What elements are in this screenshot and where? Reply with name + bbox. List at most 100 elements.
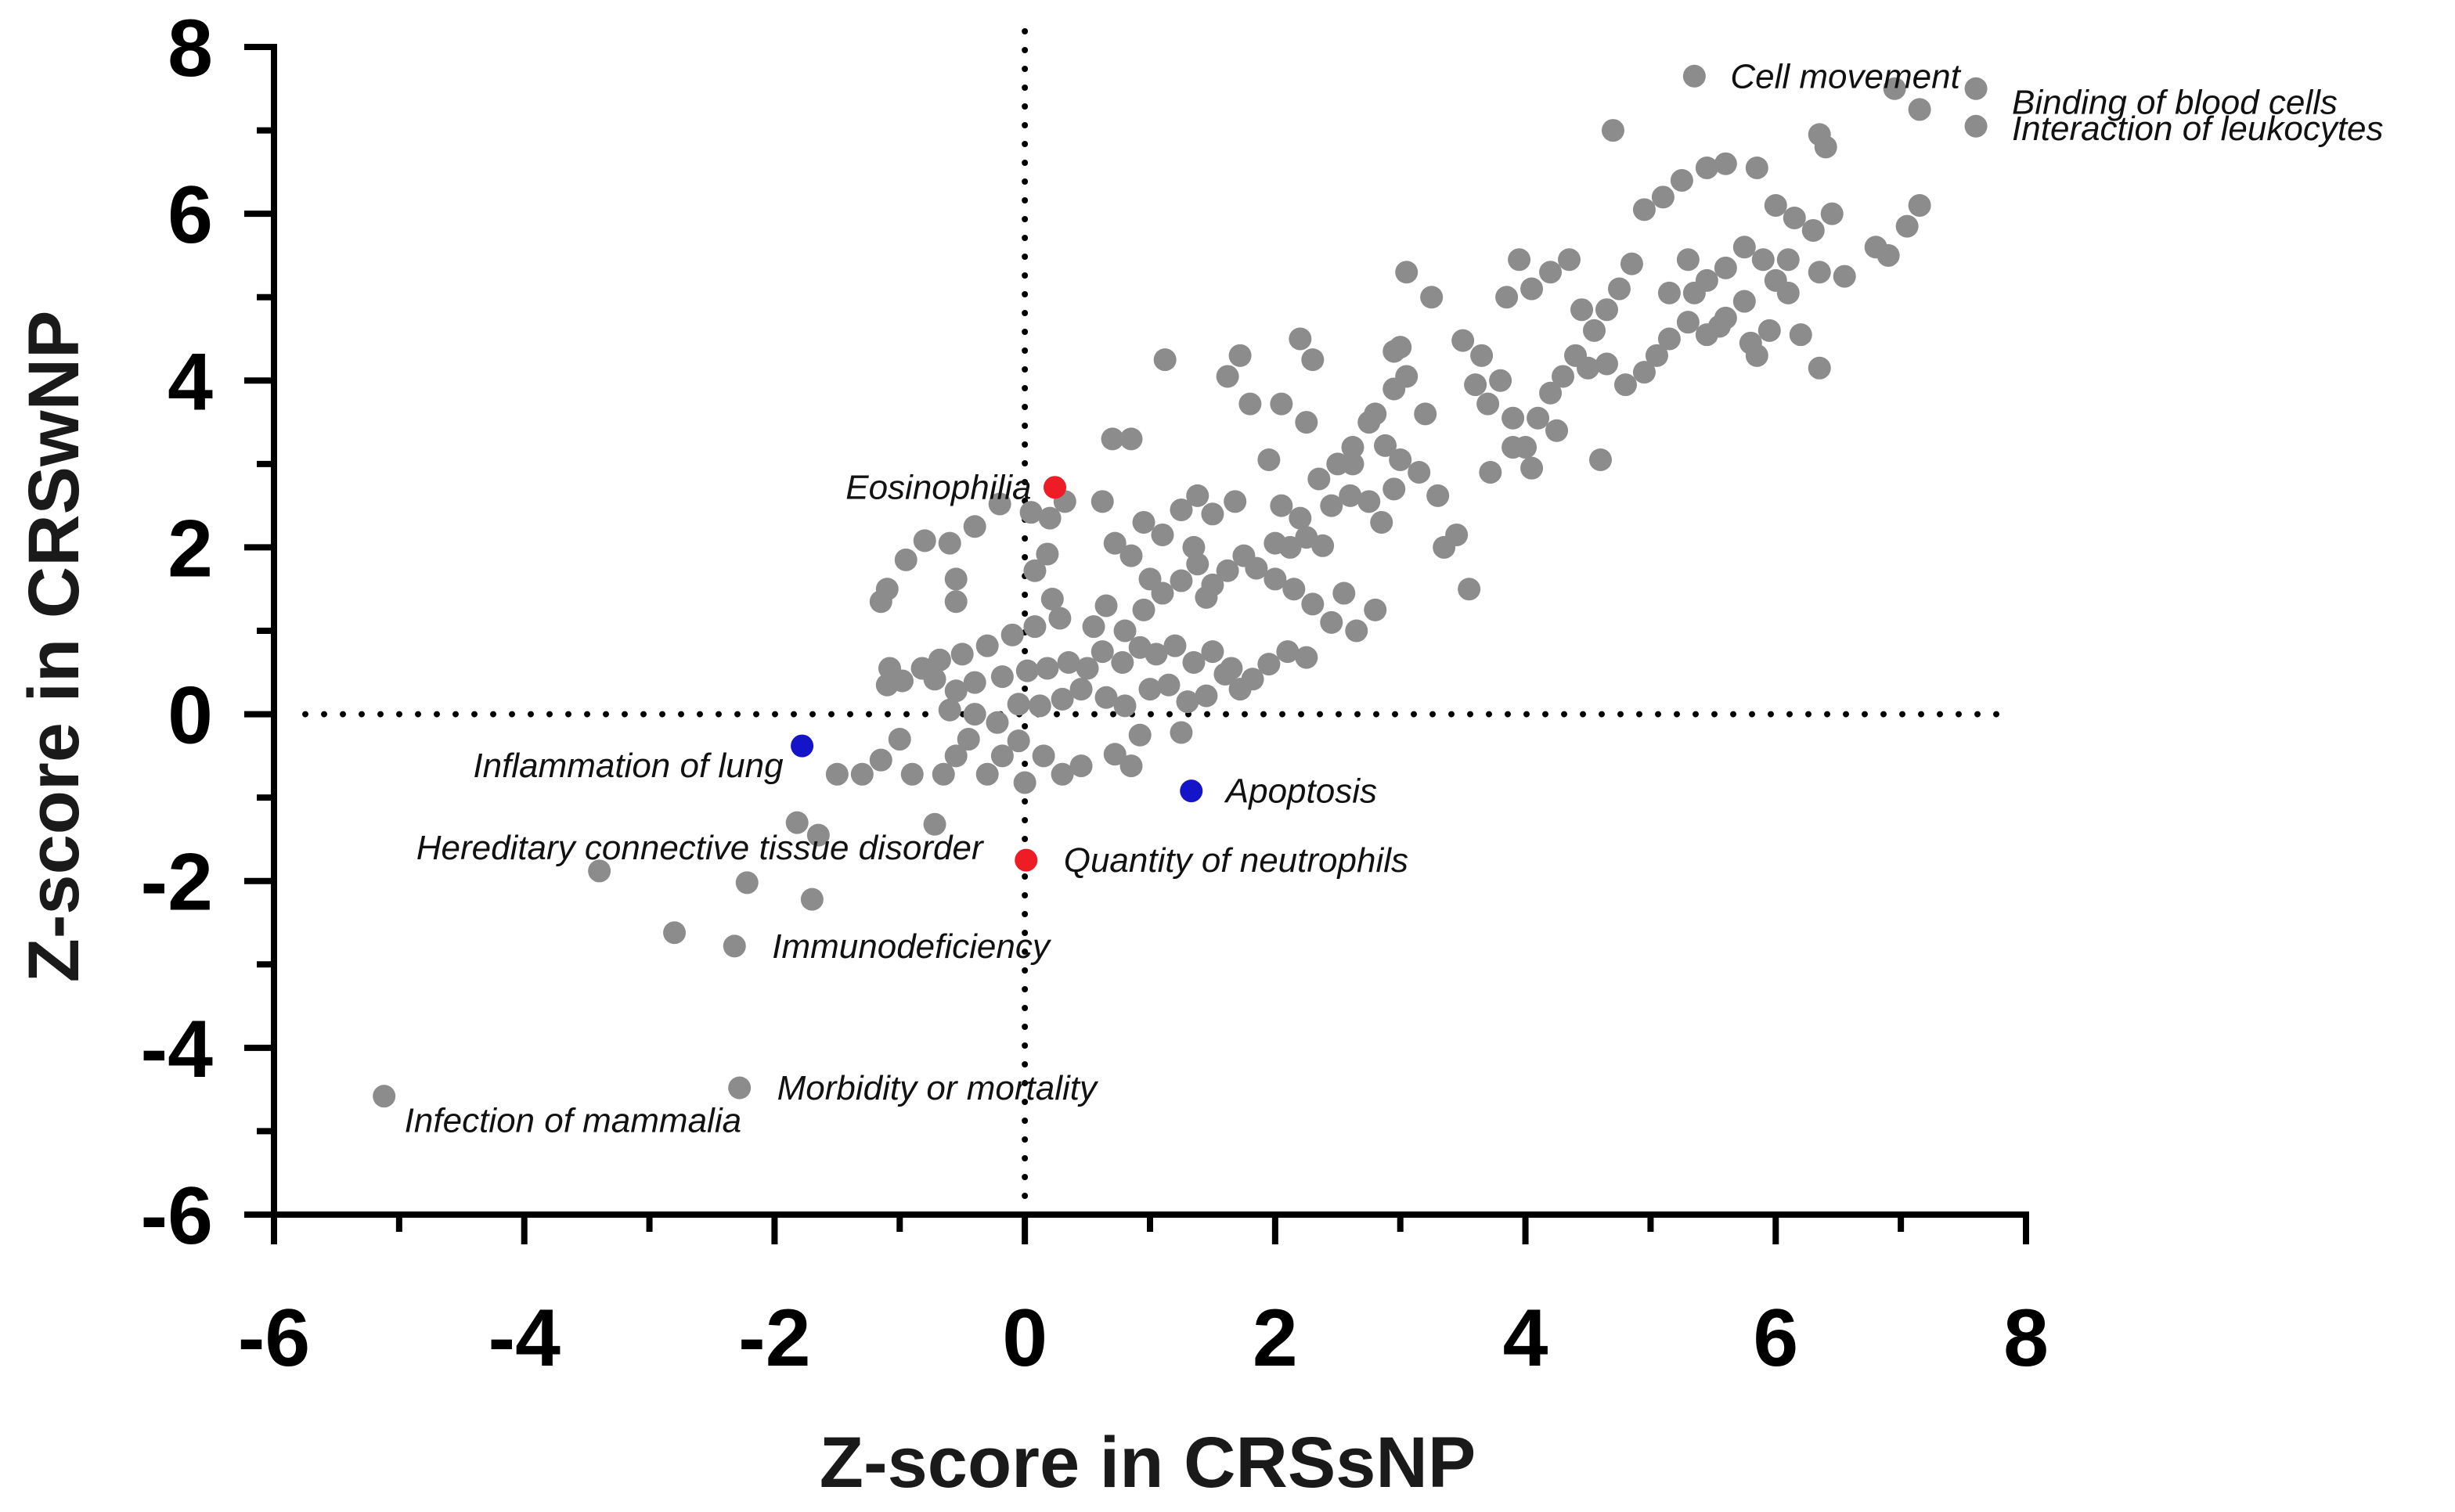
data-point bbox=[1228, 678, 1252, 701]
highlighted-point bbox=[1044, 476, 1067, 499]
data-point bbox=[1508, 248, 1531, 272]
data-point bbox=[1264, 567, 1287, 591]
data-point bbox=[1495, 286, 1519, 309]
data-point bbox=[1311, 534, 1335, 557]
data-point bbox=[1751, 248, 1775, 272]
points-layer bbox=[373, 64, 1988, 1108]
data-point bbox=[1757, 319, 1781, 342]
data-point bbox=[1216, 559, 1239, 582]
y-tick-label: -6 bbox=[141, 1171, 213, 1262]
data-point bbox=[1451, 329, 1475, 352]
data-point bbox=[1182, 650, 1206, 674]
data-point bbox=[1113, 694, 1137, 718]
data-point bbox=[1069, 754, 1093, 778]
data-point bbox=[1570, 298, 1594, 322]
data-point bbox=[1345, 619, 1368, 643]
data-point bbox=[957, 728, 980, 751]
point-annotation: Morbidity or mortality bbox=[777, 1069, 1099, 1107]
data-point bbox=[1091, 490, 1114, 513]
data-point bbox=[1695, 157, 1718, 180]
data-point bbox=[1028, 694, 1051, 718]
data-point bbox=[1032, 744, 1055, 768]
data-point bbox=[1426, 484, 1450, 507]
data-point bbox=[785, 811, 809, 834]
data-point bbox=[1595, 352, 1618, 376]
data-point bbox=[963, 703, 986, 726]
data-point bbox=[1814, 135, 1837, 159]
data-point bbox=[1103, 531, 1127, 555]
y-tick-label: -4 bbox=[141, 1004, 214, 1095]
data-point bbox=[1714, 256, 1737, 279]
axes: 8 6 4 2 0 -2 -4 -6 -6 -4 -2 0 2 4 6 8 bbox=[141, 3, 2049, 1384]
data-point bbox=[1023, 615, 1047, 639]
data-point bbox=[1820, 202, 1844, 225]
data-point bbox=[1282, 578, 1306, 601]
data-point bbox=[1776, 248, 1800, 272]
data-point bbox=[988, 492, 1011, 516]
highlighted-point bbox=[588, 859, 611, 883]
point-annotation: Eosinophilia bbox=[845, 469, 1031, 507]
data-point bbox=[1113, 619, 1137, 643]
data-point bbox=[1036, 657, 1059, 680]
data-point bbox=[1301, 348, 1325, 372]
data-point bbox=[1458, 578, 1481, 601]
data-point bbox=[1620, 252, 1643, 275]
point-annotation: Interaction of leukocytes bbox=[2012, 110, 2383, 148]
data-point bbox=[963, 515, 986, 538]
data-point bbox=[1682, 281, 1706, 304]
data-point bbox=[1341, 436, 1364, 459]
data-point bbox=[913, 529, 936, 553]
point-annotation: Hereditary connective tissue disorder bbox=[416, 829, 985, 867]
data-point bbox=[1651, 185, 1675, 209]
data-point bbox=[1501, 436, 1525, 459]
point-annotation: Infection of mammalia bbox=[405, 1102, 741, 1140]
data-point bbox=[1270, 494, 1293, 517]
y-tick-label: 0 bbox=[168, 671, 213, 761]
data-point bbox=[1082, 615, 1105, 639]
data-point bbox=[1036, 542, 1059, 566]
data-point bbox=[1707, 315, 1731, 338]
data-point bbox=[1040, 588, 1064, 611]
data-point bbox=[1357, 490, 1381, 513]
x-axis-title: Z-score in CRSsNP bbox=[820, 1423, 1476, 1503]
data-point bbox=[1245, 556, 1268, 580]
data-point bbox=[1195, 585, 1218, 609]
data-point bbox=[1420, 286, 1444, 309]
data-point bbox=[1545, 419, 1569, 442]
data-point bbox=[1476, 392, 1500, 416]
data-point bbox=[1808, 261, 1831, 284]
data-point bbox=[1000, 623, 1024, 646]
data-point bbox=[1119, 427, 1143, 451]
data-point bbox=[850, 762, 874, 786]
data-point bbox=[1138, 567, 1162, 591]
data-point bbox=[1370, 510, 1393, 534]
data-point bbox=[1783, 206, 1806, 229]
data-point bbox=[1153, 348, 1177, 372]
data-point bbox=[1764, 193, 1787, 217]
data-point bbox=[1601, 119, 1624, 142]
data-point bbox=[890, 669, 914, 693]
data-point bbox=[1101, 427, 1124, 451]
x-tick-label: -6 bbox=[238, 1293, 310, 1384]
data-point bbox=[1801, 218, 1825, 242]
data-point bbox=[1289, 327, 1312, 351]
data-point bbox=[1051, 687, 1074, 711]
data-point bbox=[1479, 461, 1502, 484]
data-point bbox=[986, 711, 1009, 734]
data-point bbox=[1789, 323, 1812, 347]
data-point bbox=[1170, 721, 1193, 744]
data-point bbox=[1908, 98, 1931, 121]
point-annotation: Apoptosis bbox=[1224, 772, 1377, 811]
data-point bbox=[1332, 581, 1356, 605]
data-point bbox=[1224, 490, 1247, 513]
data-point bbox=[1613, 373, 1637, 397]
data-point bbox=[1445, 523, 1469, 546]
data-point bbox=[1414, 402, 1437, 426]
x-tick-label: -2 bbox=[738, 1293, 810, 1384]
data-point bbox=[1408, 461, 1431, 484]
data-point bbox=[1364, 598, 1387, 621]
data-point bbox=[1539, 381, 1563, 405]
data-point bbox=[800, 887, 824, 911]
